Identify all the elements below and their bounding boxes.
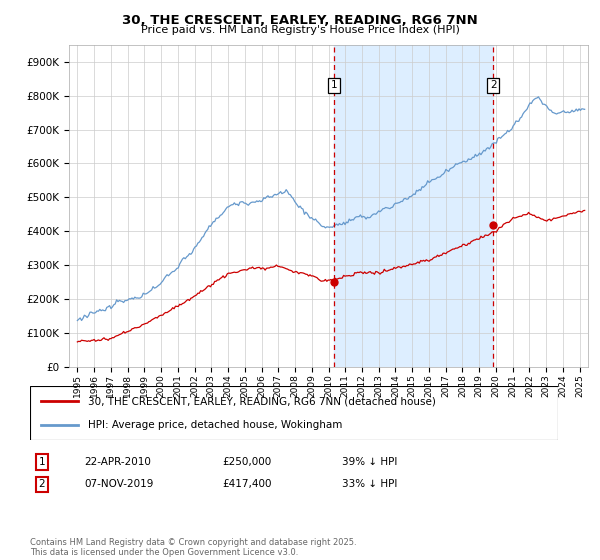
Text: £250,000: £250,000: [222, 457, 271, 467]
Text: 2: 2: [38, 479, 46, 489]
Text: Contains HM Land Registry data © Crown copyright and database right 2025.
This d: Contains HM Land Registry data © Crown c…: [30, 538, 356, 557]
Text: 30, THE CRESCENT, EARLEY, READING, RG6 7NN: 30, THE CRESCENT, EARLEY, READING, RG6 7…: [122, 14, 478, 27]
Text: Price paid vs. HM Land Registry's House Price Index (HPI): Price paid vs. HM Land Registry's House …: [140, 25, 460, 35]
Text: 39% ↓ HPI: 39% ↓ HPI: [342, 457, 397, 467]
Text: 2: 2: [490, 81, 497, 91]
Text: 07-NOV-2019: 07-NOV-2019: [84, 479, 154, 489]
Text: 33% ↓ HPI: 33% ↓ HPI: [342, 479, 397, 489]
Text: 1: 1: [38, 457, 46, 467]
Text: HPI: Average price, detached house, Wokingham: HPI: Average price, detached house, Woki…: [88, 419, 343, 430]
Text: 30, THE CRESCENT, EARLEY, READING, RG6 7NN (detached house): 30, THE CRESCENT, EARLEY, READING, RG6 7…: [88, 396, 436, 407]
Text: 22-APR-2010: 22-APR-2010: [84, 457, 151, 467]
Text: £417,400: £417,400: [222, 479, 271, 489]
Bar: [334, 45, 493, 367]
Text: 1: 1: [331, 81, 337, 91]
